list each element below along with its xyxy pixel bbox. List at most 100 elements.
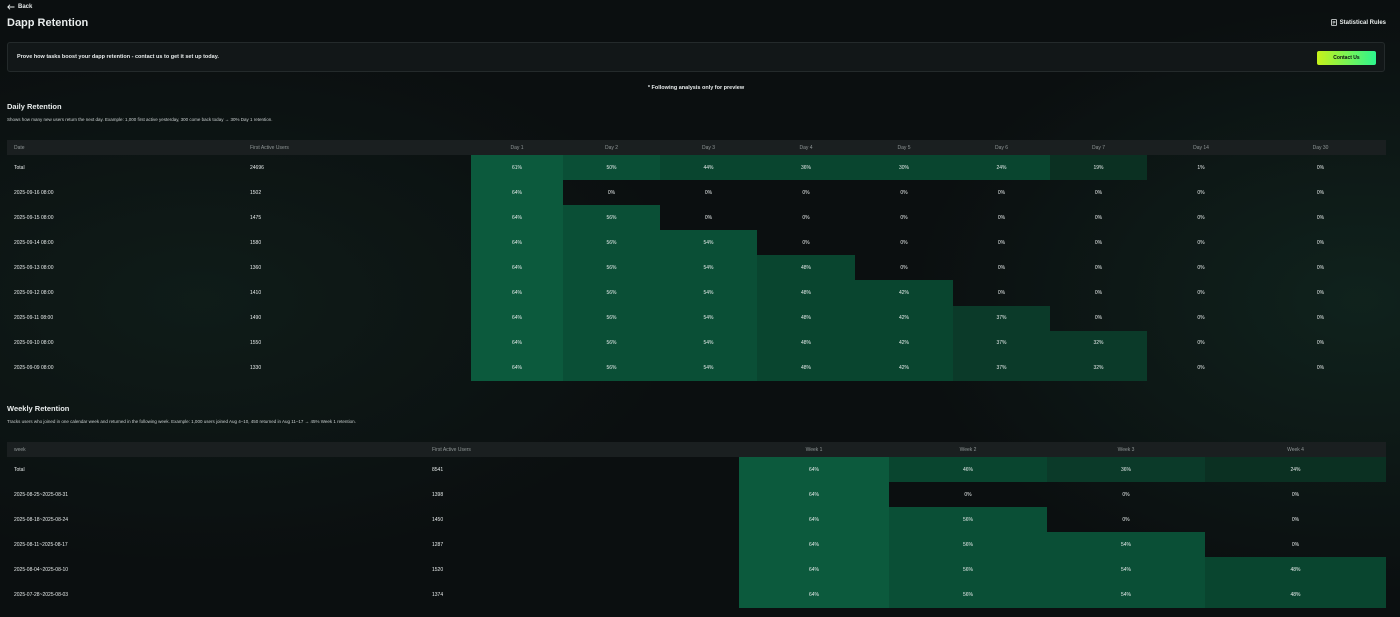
weekly-row-label: 2025-08-18~2025-08-24 <box>14 516 69 523</box>
retention-cell: 37% <box>953 305 1050 331</box>
retention-cell: 0% <box>802 189 810 196</box>
daily-column-header: Day 4 <box>757 140 855 155</box>
retention-cell: 54% <box>660 305 757 331</box>
retention-cell: 64% <box>471 330 563 356</box>
back-link[interactable]: Back <box>7 4 32 10</box>
retention-cell: 56% <box>563 330 660 356</box>
retention-cell: 19% <box>1050 155 1147 181</box>
retention-cell: 0% <box>1316 189 1325 196</box>
back-label: Back <box>18 4 33 10</box>
retention-cell: 37% <box>953 330 1050 356</box>
daily-column-header: Day 2 <box>563 140 660 155</box>
first-active-users-cell: 1330 <box>250 365 262 372</box>
retention-cell: 0% <box>1197 189 1205 196</box>
retention-cell: 0% <box>607 189 616 196</box>
daily-header-row: Date First Active Users Day 1 Day 2 Day 3 Day… <box>7 140 1386 155</box>
weekly-row-label: 2025-07-28~2025-08-03 <box>14 592 69 599</box>
retention-cell: 48% <box>1205 582 1386 608</box>
retention-cell: 64% <box>471 280 563 306</box>
table-row: 2025-09-12 08:00 1410 64% 56% 54% 48% 42% 0% 0% 0… <box>7 280 1386 306</box>
weekly-header-row: week First Active Users Week 1 Week 2 Week 3… <box>7 442 1386 457</box>
first-active-users-cell: 1360 <box>250 264 262 271</box>
daily-row-label: 2025-09-14 08:00 <box>14 239 54 246</box>
retention-cell: 0% <box>1197 340 1205 347</box>
retention-cell: 0% <box>704 189 713 196</box>
table-row: 2025-09-14 08:00 1580 64% 56% 54% 0% 0% 0% 0% 0% 0… <box>7 230 1386 256</box>
retention-cell: 24% <box>1205 457 1386 483</box>
weekly-column-header: Week 4 <box>1205 442 1386 457</box>
retention-cell: 0% <box>997 189 1006 196</box>
retention-cell: 0% <box>1197 290 1205 297</box>
arrow-left-icon <box>7 4 15 10</box>
weekly-column-header: Week 2 <box>889 442 1047 457</box>
table-row: 2025-08-04~2025-08-10 1520 64% 56% 54% 48% <box>7 557 1386 583</box>
retention-cell: 0% <box>1122 491 1130 498</box>
retention-cell: 0% <box>1316 264 1325 271</box>
retention-cell: 0% <box>900 239 908 246</box>
promo-banner: Prove how tasks boost your dapp retentio… <box>7 42 1385 72</box>
table-row: 2025-09-13 08:00 1360 64% 56% 54% 48% 0% 0% 0% 0%… <box>7 255 1386 281</box>
retention-cell: 44% <box>660 155 757 181</box>
retention-cell: 0% <box>1094 239 1103 246</box>
retention-cell: 48% <box>757 255 855 281</box>
first-active-users-cell: 1550 <box>250 340 262 347</box>
weekly-column-header: Week 3 <box>1047 442 1205 457</box>
retention-cell: 0% <box>1122 516 1130 523</box>
retention-cell: 46% <box>889 457 1047 483</box>
document-icon <box>1330 19 1337 26</box>
first-active-users-cell: 1475 <box>250 214 262 221</box>
retention-cell: 56% <box>889 532 1047 558</box>
page-title: Dapp Retention <box>7 17 89 29</box>
daily-row-label: 2025-09-12 08:00 <box>14 290 54 297</box>
retention-cell: 37% <box>953 355 1050 381</box>
retention-cell: 0% <box>997 239 1006 246</box>
retention-cell: 64% <box>739 507 889 533</box>
weekly-retention-description: Tracks users who joined in one calendar … <box>7 419 356 424</box>
retention-cell: 54% <box>660 330 757 356</box>
daily-row-label: Total <box>14 164 25 171</box>
retention-cell: 48% <box>757 305 855 331</box>
retention-cell: 0% <box>997 214 1006 221</box>
retention-cell: 56% <box>889 507 1047 533</box>
retention-cell: 0% <box>1316 340 1325 347</box>
table-row: 2025-08-18~2025-08-24 1450 64% 56% 0% 0% <box>7 507 1386 533</box>
retention-cell: 64% <box>471 355 563 381</box>
daily-retention-table: Date First Active Users Day 1 Day 2 Day 3 Day… <box>7 140 1386 381</box>
retention-cell: 54% <box>1047 582 1205 608</box>
table-row: Total 24696 61% 50% 44% 36% 30% 24% 19% 1% 0% <box>7 155 1386 181</box>
retention-cell: 0% <box>1197 264 1205 271</box>
contact-us-button[interactable]: Contact Us <box>1317 51 1376 65</box>
daily-column-header: Day 1 <box>471 140 563 155</box>
table-row: 2025-09-16 08:00 1502 64% 0% 0% 0% 0% 0% 0% 0% 0% <box>7 180 1386 206</box>
retention-cell: 48% <box>757 330 855 356</box>
retention-cell: 54% <box>660 230 757 256</box>
daily-row-label: 2025-09-10 08:00 <box>14 340 54 347</box>
first-active-users-cell: 8541 <box>432 466 444 473</box>
retention-cell: 48% <box>1205 557 1386 583</box>
table-row: 2025-09-10 08:00 1550 64% 56% 54% 48% 42% 37% 32… <box>7 330 1386 356</box>
retention-cell: 64% <box>739 457 889 483</box>
daily-row-label: 2025-09-16 08:00 <box>14 189 54 196</box>
weekly-row-label: Total <box>14 466 25 473</box>
first-active-users-cell: 1520 <box>432 566 444 573</box>
daily-column-header: Date <box>7 140 243 155</box>
daily-column-header: Day 7 <box>1050 140 1147 155</box>
daily-column-header: Day 5 <box>855 140 953 155</box>
weekly-row-label: 2025-08-04~2025-08-10 <box>14 566 69 573</box>
statistical-rules-link[interactable]: Statistical Rules <box>1330 19 1386 26</box>
first-active-users-cell: 1450 <box>432 516 444 523</box>
daily-row-label: 2025-09-11 08:00 <box>14 315 54 322</box>
table-row: 2025-09-15 08:00 1475 64% 56% 0% 0% 0% 0% 0% 0% 0% <box>7 205 1386 231</box>
weekly-retention-table: week First Active Users Week 1 Week 2 Week 3… <box>7 442 1386 608</box>
retention-cell: 64% <box>471 305 563 331</box>
retention-cell: 0% <box>1316 365 1325 372</box>
retention-cell: 0% <box>900 264 908 271</box>
retention-cell: 0% <box>964 491 972 498</box>
daily-column-header: Day 6 <box>953 140 1050 155</box>
retention-cell: 48% <box>757 355 855 381</box>
retention-cell: 32% <box>1050 330 1147 356</box>
daily-retention-title: Daily Retention <box>7 102 62 111</box>
daily-column-header: Day 30 <box>1255 140 1386 155</box>
retention-cell: 54% <box>1047 557 1205 583</box>
retention-cell: 0% <box>1316 315 1325 322</box>
